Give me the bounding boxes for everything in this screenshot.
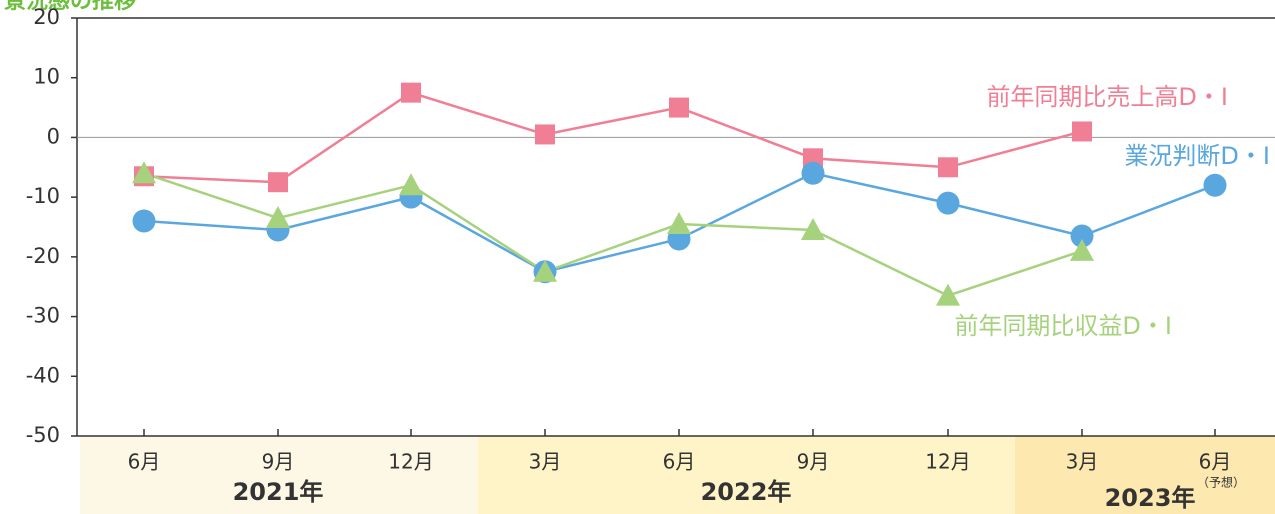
year-bands	[80, 436, 1275, 514]
series-markers	[132, 82, 1227, 306]
square-marker	[268, 172, 288, 193]
series-line	[143, 172, 1083, 298]
year-band	[478, 436, 1015, 514]
square-marker	[1072, 121, 1092, 142]
forecast-note: （予想）	[1197, 475, 1245, 490]
triangle-marker	[266, 206, 290, 229]
y-tick-label: 0	[47, 124, 60, 148]
circle-marker	[132, 209, 156, 233]
circle-marker	[1070, 224, 1094, 248]
circle-marker	[936, 191, 960, 215]
x-tick-label: 12月	[925, 450, 970, 474]
y-axis: 20 10 0 -10 -20 -30 -40 -50	[26, 5, 1275, 447]
series-lines	[143, 91, 1216, 298]
triangle-marker	[132, 161, 156, 184]
y-tick-label: -30	[26, 304, 60, 328]
x-tick-label: 3月	[1066, 450, 1099, 474]
year-label: 2023年	[1105, 484, 1196, 512]
year-label: 2022年	[701, 478, 792, 506]
triangle-marker	[533, 259, 557, 282]
y-tick-label: -40	[26, 363, 60, 387]
series-labels: 前年同期比売上高D・I 業況判断D・I 前年同期比収益D・I	[954, 83, 1270, 340]
x-tick-label: 9月	[262, 450, 295, 474]
x-axis: 6月 9月 12月 3月 6月 9月 12月 3月 6月（予想）2021年 2022年 2023年	[77, 429, 1275, 512]
square-marker	[938, 157, 958, 178]
square-marker	[669, 97, 689, 118]
x-tick-label: 12月	[388, 450, 433, 474]
year-label: 2021年	[233, 478, 324, 506]
y-tick-label: -20	[26, 244, 60, 268]
y-tick-label: -50	[26, 423, 60, 447]
series-name-label: 前年同期比売上高D・I	[986, 83, 1228, 111]
triangle-marker	[667, 212, 691, 235]
triangle-marker	[399, 173, 423, 196]
series-name-label: 業況判断D・I	[1124, 142, 1270, 170]
y-tick-label: 20	[33, 5, 60, 29]
triangle-marker	[1070, 238, 1094, 261]
y-tick-label: 10	[33, 65, 60, 89]
x-tick-label: 6月	[128, 450, 161, 474]
series-line	[143, 91, 1083, 184]
year-band	[80, 436, 478, 514]
chart-title: 景況感の推移	[4, 0, 136, 14]
x-tick-label: 9月	[797, 450, 830, 474]
square-marker	[535, 124, 555, 145]
triangle-marker	[936, 283, 960, 306]
year-band	[1015, 436, 1275, 514]
triangle-marker	[801, 217, 825, 240]
x-tick-label: 6月	[663, 450, 696, 474]
square-marker	[401, 82, 421, 103]
series-name-label: 前年同期比収益D・I	[954, 312, 1172, 340]
x-tick-label: 3月	[529, 450, 562, 474]
x-tick-label: 6月	[1199, 450, 1232, 474]
circle-marker	[801, 161, 825, 185]
circle-marker	[1203, 173, 1227, 197]
y-tick-label: -10	[26, 184, 60, 208]
